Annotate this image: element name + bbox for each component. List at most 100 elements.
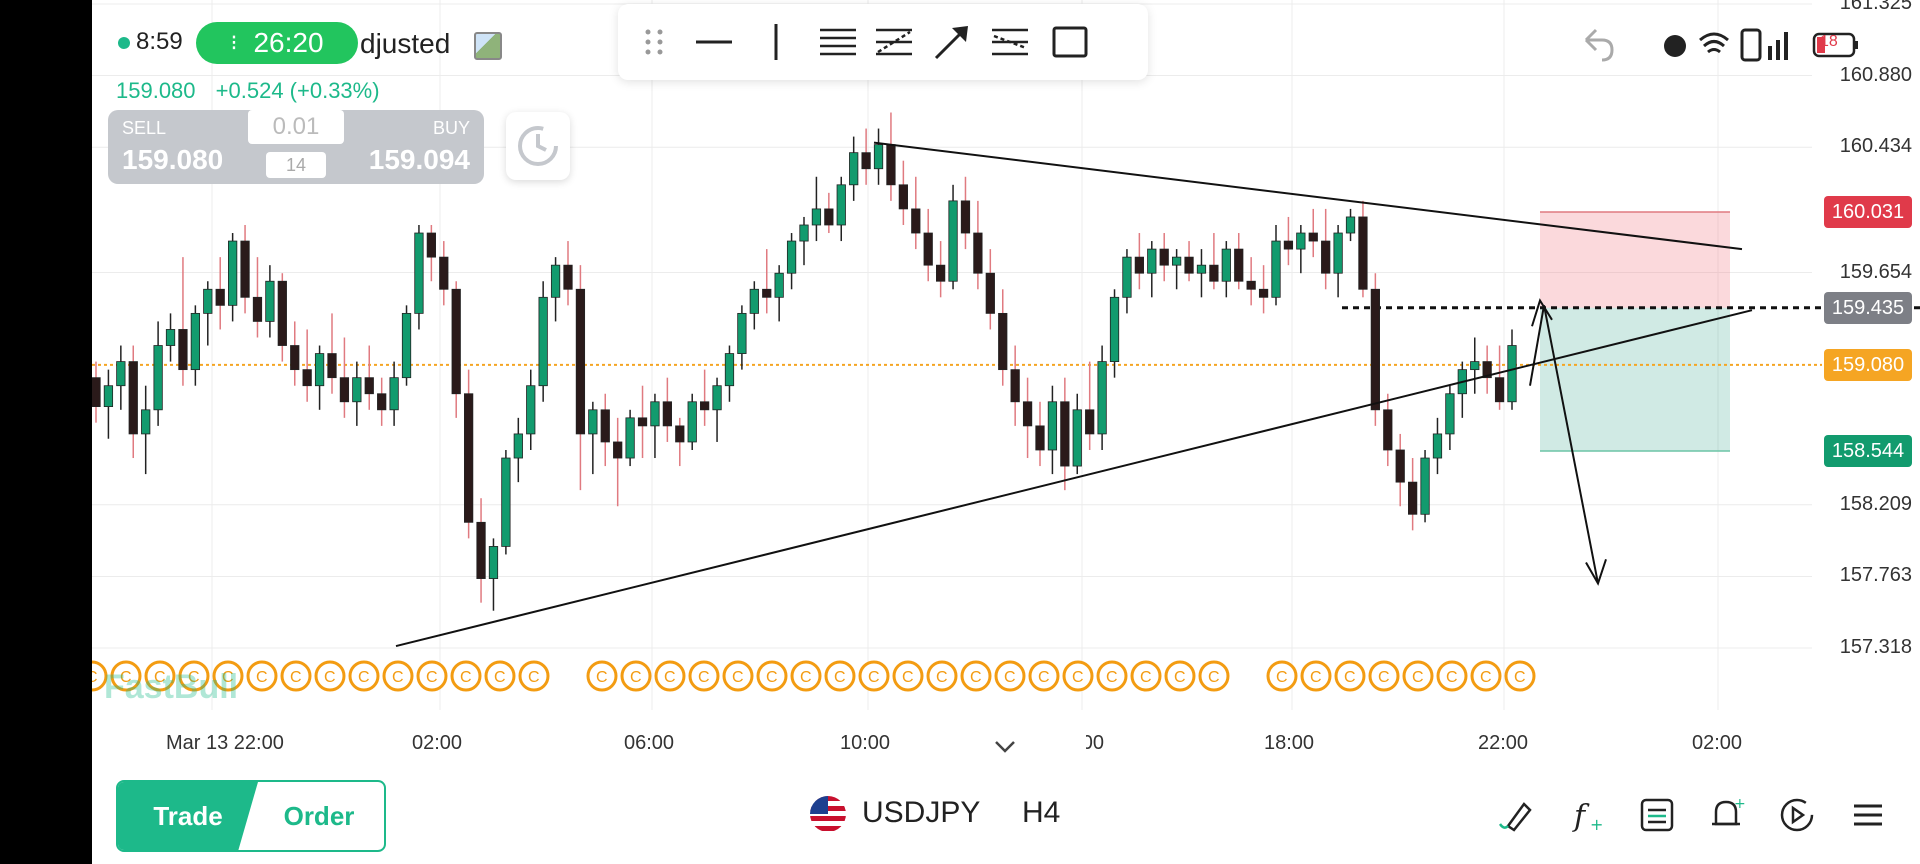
time-axis-label: 18:00 bbox=[1264, 732, 1315, 754]
calendar-event-marker bbox=[858, 660, 890, 692]
drag-handle-icon[interactable] bbox=[630, 18, 678, 66]
candle-body bbox=[1383, 409, 1393, 451]
candle-body bbox=[1085, 409, 1095, 435]
parallel-channel-icon[interactable] bbox=[814, 18, 862, 66]
calendar-event-letter: C bbox=[154, 669, 166, 686]
candle-body bbox=[1047, 401, 1058, 451]
calendar-event-marker bbox=[416, 660, 448, 692]
stop-loss-zone bbox=[1540, 211, 1730, 308]
alert-bell-icon[interactable]: + bbox=[1706, 794, 1748, 836]
watermark-logo: FastBull bbox=[104, 668, 239, 706]
sell-price[interactable]: 159.080 bbox=[122, 144, 224, 175]
candle-body bbox=[215, 288, 225, 306]
calendar-event-marker bbox=[892, 660, 924, 692]
calendar-event-letter: C bbox=[1514, 669, 1526, 686]
candle-body bbox=[1358, 216, 1368, 290]
menu-icon[interactable] bbox=[1846, 794, 1888, 836]
candle-body bbox=[476, 521, 486, 579]
calendar-event-marker bbox=[1300, 660, 1332, 692]
template-icon[interactable] bbox=[1636, 794, 1678, 836]
arrow-tool-icon[interactable] bbox=[928, 18, 976, 66]
calendar-event-letter: C bbox=[1208, 669, 1220, 686]
fib-retracement-icon[interactable] bbox=[870, 18, 918, 66]
calendar-event-letter: C bbox=[1310, 669, 1322, 686]
calendar-event-letter: C bbox=[528, 669, 540, 686]
calendar-event-letter: C bbox=[936, 669, 948, 686]
candle-body bbox=[1172, 256, 1182, 266]
calendar-event-letter: C bbox=[868, 669, 880, 686]
lot-size-input[interactable]: 0.01 bbox=[248, 110, 344, 144]
quick-trade-panel: SELL 159.080 0.01 14 BUY 159.094 bbox=[108, 110, 484, 184]
calendar-event-letter: C bbox=[222, 669, 234, 686]
trade-order-toggle[interactable]: Trade Order bbox=[116, 780, 386, 852]
buy-price[interactable]: 159.094 bbox=[368, 144, 470, 175]
candle-body bbox=[1159, 248, 1169, 266]
calendar-event-marker bbox=[722, 660, 754, 692]
replay-icon[interactable] bbox=[1776, 794, 1818, 836]
candle-body bbox=[973, 232, 983, 274]
calendar-event-marker bbox=[960, 660, 992, 692]
price-axis-label: 161.325 bbox=[1839, 0, 1912, 14]
candle-body bbox=[352, 377, 362, 403]
calendar-event-marker bbox=[484, 660, 516, 692]
refresh-button[interactable] bbox=[506, 112, 570, 180]
candle-body bbox=[426, 232, 436, 258]
timeframe-selector[interactable]: H4 bbox=[1022, 796, 1061, 829]
vertical-line-icon[interactable] bbox=[752, 18, 800, 66]
horizontal-line-icon[interactable] bbox=[690, 18, 738, 66]
calendar-event-marker bbox=[1130, 660, 1162, 692]
candle-body bbox=[513, 433, 523, 459]
upper-trendline bbox=[873, 141, 1743, 251]
calendar-event-marker bbox=[314, 660, 346, 692]
calendar-event-letter: C bbox=[1480, 669, 1492, 686]
calendar-event-marker bbox=[994, 660, 1026, 692]
rectangle-tool-icon[interactable] bbox=[1046, 18, 1094, 66]
image-icon[interactable] bbox=[474, 32, 502, 60]
price-axis-label: 159.654 bbox=[1839, 260, 1912, 283]
svg-text:+: + bbox=[1734, 796, 1746, 812]
candle-body bbox=[550, 264, 561, 298]
candle-body bbox=[451, 288, 461, 395]
order-tab[interactable]: Order bbox=[283, 801, 355, 831]
calendar-event-letter: C bbox=[630, 669, 642, 686]
calendar-event-marker bbox=[110, 660, 142, 692]
calendar-event-letter: C bbox=[358, 669, 370, 686]
collapse-panel-button[interactable] bbox=[924, 728, 1086, 766]
candle-body bbox=[265, 280, 275, 322]
calendar-event-letter: C bbox=[902, 669, 914, 686]
undo-icon[interactable] bbox=[1576, 26, 1616, 62]
call-timer-pill[interactable]: ⁝ 26:20 bbox=[196, 22, 358, 64]
calendar-event-letter: C bbox=[1378, 669, 1390, 686]
time-axis-label: 22:00 bbox=[1478, 732, 1529, 754]
candle-body bbox=[724, 353, 735, 387]
candle-body bbox=[128, 361, 138, 435]
time-axis-label: 02:00 bbox=[412, 732, 463, 754]
calendar-event-letter: C bbox=[1140, 669, 1152, 686]
candle-body bbox=[637, 417, 648, 427]
candle-body bbox=[1296, 232, 1306, 250]
candle-body bbox=[327, 353, 337, 379]
take-profit-zone bbox=[1540, 307, 1730, 451]
symbol-selector[interactable]: USDJPY bbox=[862, 796, 981, 829]
calendar-event-marker bbox=[450, 660, 482, 692]
sell-label[interactable]: SELL bbox=[122, 118, 167, 138]
time-axis-label: 02:00 bbox=[1692, 732, 1743, 754]
calendar-event-letter: C bbox=[664, 669, 676, 686]
calendar-event-marker bbox=[688, 660, 720, 692]
trade-tab[interactable]: Trade bbox=[118, 782, 258, 850]
candle-body bbox=[849, 152, 859, 186]
calendar-event-marker bbox=[790, 660, 822, 692]
candle-body bbox=[103, 385, 114, 408]
indicator-function-icon[interactable]: f + bbox=[1566, 794, 1608, 836]
time-axis-label: Mar 13 22:00 bbox=[166, 732, 284, 754]
candle-body bbox=[488, 546, 499, 579]
fib-extension-icon[interactable] bbox=[986, 18, 1034, 66]
draw-pen-icon[interactable] bbox=[1496, 794, 1538, 836]
buy-label[interactable]: BUY bbox=[432, 118, 470, 138]
candle-body bbox=[588, 409, 598, 435]
symbol-name-suffix[interactable]: djusted bbox=[360, 28, 451, 59]
candle-body bbox=[153, 345, 163, 411]
calendar-event-marker bbox=[348, 660, 380, 692]
svg-text:f: f bbox=[1572, 799, 1590, 834]
